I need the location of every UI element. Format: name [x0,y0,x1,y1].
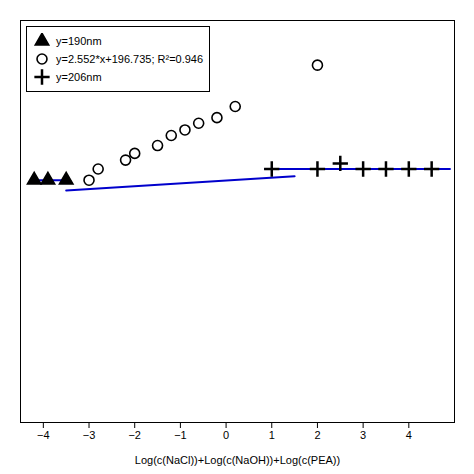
html-text:y=206nm: y=206nm [56,71,102,83]
svg-text:−4: −4 [37,429,50,441]
svg-text:Log(c(NaCl))+Log(c(NaOH))+Log(: Log(c(NaCl))+Log(c(NaOH))+Log(c(PEA)) [135,454,340,466]
svg-text:4: 4 [406,429,412,441]
svg-text:−1: −1 [174,429,187,441]
svg-text:0: 0 [223,429,229,441]
svg-text:−3: −3 [83,429,96,441]
svg-text:2: 2 [314,429,320,441]
html-text:y=2.552*x+196.735; R²=0.946: y=2.552*x+196.735; R²=0.946 [56,53,204,65]
svg-text:−2: −2 [128,429,141,441]
svg-text:3: 3 [360,429,366,441]
html-text:y=190nm: y=190nm [56,35,102,47]
svg-text:1: 1 [269,429,275,441]
